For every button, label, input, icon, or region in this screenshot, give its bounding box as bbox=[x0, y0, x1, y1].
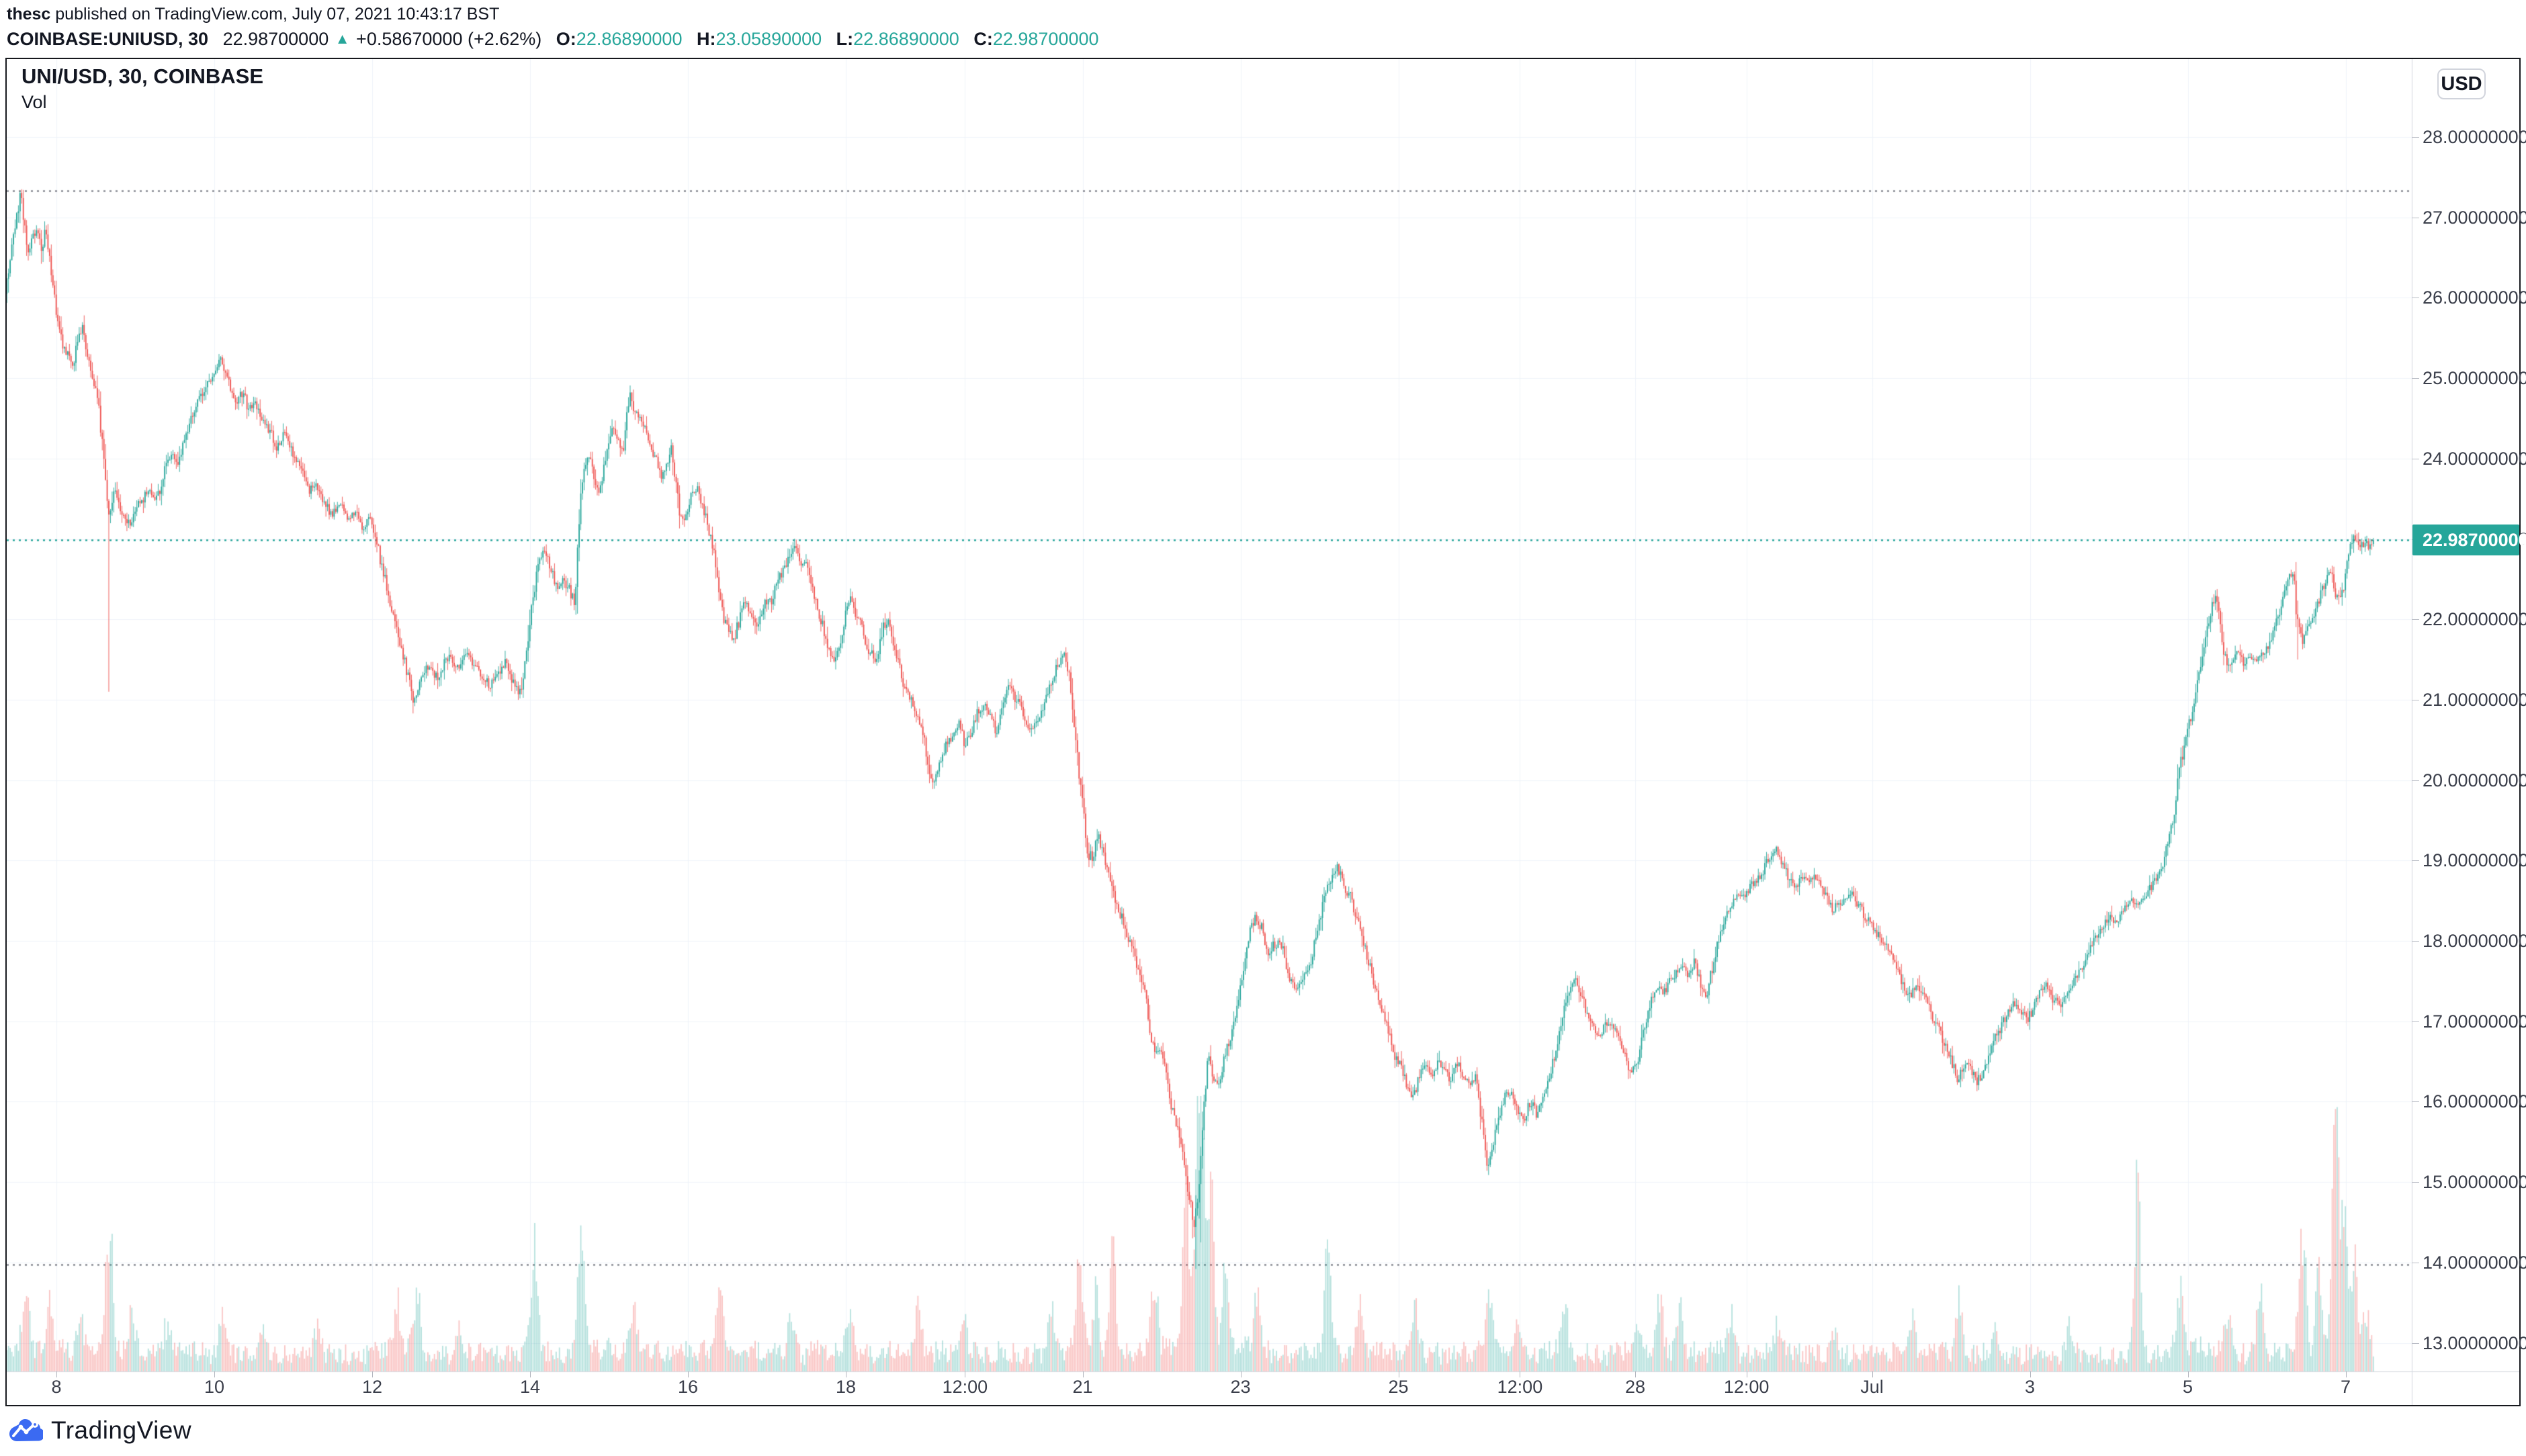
currency-badge[interactable]: USD bbox=[2437, 69, 2486, 99]
time-axis-label: 28 bbox=[1624, 1377, 1646, 1397]
time-axis-label: 12:00 bbox=[942, 1377, 988, 1397]
current-price-badge: 22.98700000 bbox=[2412, 525, 2526, 556]
price-axis-label: 21.00000000 bbox=[2423, 689, 2526, 710]
up-arrow-icon: ▲ bbox=[335, 30, 350, 47]
price-axis-label: 26.00000000 bbox=[2423, 287, 2526, 308]
time-axis-label: 5 bbox=[2182, 1377, 2193, 1397]
price-axis-label: 22.00000000 bbox=[2423, 609, 2526, 630]
ohlc-header: COINBASE:UNIUSD, 30 22.98700000 ▲ +0.586… bbox=[7, 26, 1099, 52]
close-label: C: bbox=[973, 29, 993, 49]
high-value: 23.05890000 bbox=[715, 29, 822, 49]
tradingview-attribution[interactable]: TradingView bbox=[8, 1410, 191, 1451]
time-axis-label: 12 bbox=[361, 1377, 383, 1397]
author-name: thesc bbox=[7, 5, 51, 24]
price-tick bbox=[2412, 1101, 2419, 1103]
candlestick-chart-canvas[interactable] bbox=[7, 59, 2519, 1405]
time-axis-label: Jul bbox=[1860, 1377, 1884, 1397]
price-axis-label: 25.00000000 bbox=[2423, 368, 2526, 389]
time-axis-label: 23 bbox=[1230, 1377, 1251, 1397]
price-axis-label: 20.00000000 bbox=[2423, 770, 2526, 790]
time-axis-label: 3 bbox=[2024, 1377, 2036, 1397]
time-tick bbox=[530, 1371, 531, 1377]
price-axis-label: 16.00000000 bbox=[2423, 1091, 2526, 1112]
price-tick bbox=[2412, 780, 2419, 781]
price-tick bbox=[2412, 1182, 2419, 1183]
chart-widget: UNI/USD, 30, COINBASE Vol USD 28.0000000… bbox=[5, 58, 2526, 1406]
tradingview-cloud-logo-icon bbox=[8, 1416, 43, 1445]
price-axis-label: 28.00000000 bbox=[2423, 127, 2526, 147]
low-label: L: bbox=[836, 29, 854, 49]
time-axis-label: 18 bbox=[835, 1377, 857, 1397]
time-axis-label: 25 bbox=[1388, 1377, 1409, 1397]
time-tick bbox=[372, 1371, 373, 1377]
time-axis-label: 21 bbox=[1072, 1377, 1093, 1397]
open-value: 22.86890000 bbox=[576, 29, 683, 49]
time-tick bbox=[2345, 1371, 2347, 1377]
time-axis-label: 16 bbox=[677, 1377, 699, 1397]
time-axis-label: 7 bbox=[2340, 1377, 2351, 1397]
time-axis-label: 12:00 bbox=[1723, 1377, 1770, 1397]
time-tick bbox=[1082, 1371, 1084, 1377]
time-tick bbox=[1872, 1371, 1873, 1377]
time-axis-label: 10 bbox=[204, 1377, 225, 1397]
time-axis-label: 12:00 bbox=[1497, 1377, 1543, 1397]
time-tick bbox=[1240, 1371, 1242, 1377]
legend-symbol-title: UNI/USD, 30, COINBASE bbox=[21, 64, 264, 88]
tradingview-brand-text: TradingView bbox=[51, 1416, 192, 1444]
price-change: +0.58670000 (+2.62%) bbox=[356, 29, 542, 49]
price-axis-label: 18.00000000 bbox=[2423, 931, 2526, 951]
time-tick bbox=[2187, 1371, 2189, 1377]
publish-info-line: thesc published on TradingView.com, July… bbox=[7, 3, 499, 28]
time-tick bbox=[688, 1371, 689, 1377]
last-price: 22.98700000 bbox=[222, 29, 329, 49]
chart-legend[interactable]: UNI/USD, 30, COINBASE Vol bbox=[21, 63, 263, 114]
price-axis-label: 17.00000000 bbox=[2423, 1011, 2526, 1032]
price-tick bbox=[2412, 619, 2419, 621]
time-tick bbox=[2030, 1371, 2031, 1377]
price-tick bbox=[2412, 137, 2419, 138]
time-tick bbox=[56, 1371, 57, 1377]
price-axis-label: 24.00000000 bbox=[2423, 448, 2526, 469]
publish-text: published on TradingView.com, July 07, 2… bbox=[50, 5, 500, 24]
price-axis-label: 27.00000000 bbox=[2423, 207, 2526, 228]
time-axis-label: 8 bbox=[51, 1377, 62, 1397]
high-label: H: bbox=[696, 29, 716, 49]
price-tick bbox=[2412, 1343, 2419, 1344]
symbol-interval: COINBASE:UNIUSD, 30 bbox=[7, 29, 209, 49]
open-label: O: bbox=[556, 29, 576, 49]
price-axis-label: 13.00000000 bbox=[2423, 1332, 2526, 1353]
time-tick bbox=[214, 1371, 215, 1377]
price-tick bbox=[2412, 860, 2419, 862]
price-tick bbox=[2412, 941, 2419, 942]
price-axis-label: 14.00000000 bbox=[2423, 1252, 2526, 1273]
price-axis-label: 15.00000000 bbox=[2423, 1172, 2526, 1193]
price-axis-label: 19.00000000 bbox=[2423, 850, 2526, 871]
price-tick bbox=[2412, 378, 2419, 379]
legend-volume-indicator: Vol bbox=[21, 92, 47, 112]
time-axis-label: 14 bbox=[519, 1377, 541, 1397]
price-tick bbox=[2412, 1021, 2419, 1022]
time-tick bbox=[1635, 1371, 1636, 1377]
close-value: 22.98700000 bbox=[992, 29, 1099, 49]
low-value: 22.86890000 bbox=[853, 29, 959, 49]
